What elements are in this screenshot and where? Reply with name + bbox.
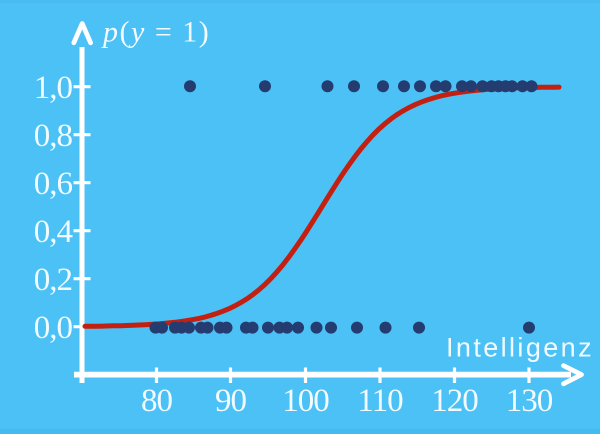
svg-text:0,2: 0,2 bbox=[34, 262, 72, 298]
svg-text:0,0: 0,0 bbox=[34, 310, 73, 346]
svg-text:0,4: 0,4 bbox=[34, 214, 73, 250]
svg-text:Intelligenz: Intelligenz bbox=[446, 333, 594, 363]
svg-text:p(y = 1): p(y = 1) bbox=[101, 16, 210, 49]
svg-text:120: 120 bbox=[431, 383, 478, 419]
svg-text:130: 130 bbox=[506, 383, 553, 419]
svg-text:90: 90 bbox=[215, 383, 247, 419]
svg-text:110: 110 bbox=[357, 383, 403, 419]
svg-text:80: 80 bbox=[141, 383, 173, 419]
svg-text:0,8: 0,8 bbox=[34, 118, 73, 154]
svg-text:1,0: 1,0 bbox=[34, 70, 73, 106]
svg-text:100: 100 bbox=[282, 383, 329, 419]
svg-text:0,6: 0,6 bbox=[34, 166, 73, 202]
